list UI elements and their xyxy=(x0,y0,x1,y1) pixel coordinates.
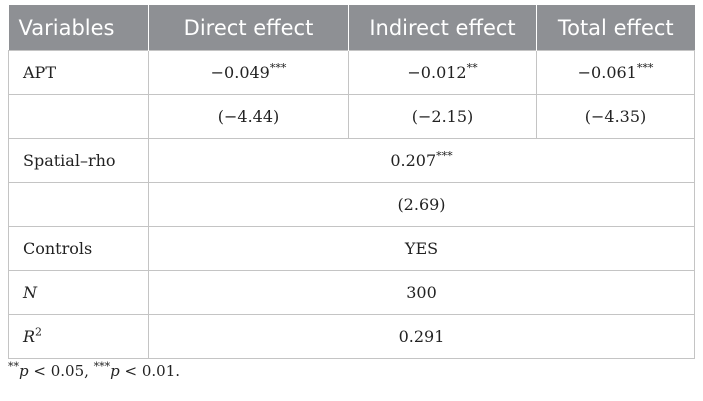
row-label-spatial-rho: Spatial–rho xyxy=(8,138,149,183)
apt-direct-value: −0.049 xyxy=(210,63,270,82)
rho-cell: 0.207*** xyxy=(148,138,695,183)
r2-value: 0.291 xyxy=(148,314,695,359)
row-label-n: N xyxy=(8,270,149,315)
apt-total-value: −0.061 xyxy=(577,63,637,82)
footnote-p-2: p xyxy=(110,362,120,380)
table-row-apt: APT −0.049*** −0.012** −0.061*** xyxy=(8,50,695,95)
r2-label: R xyxy=(23,327,36,346)
apt-indirect-stars: ** xyxy=(466,61,478,75)
table-footnote: **p < 0.05, ***p < 0.01. xyxy=(8,360,181,380)
apt-indirect-cell: −0.012** xyxy=(348,50,537,95)
footnote-p-1: p xyxy=(19,362,29,380)
apt-direct-t: (−4.44) xyxy=(148,94,349,139)
table-row-apt-t: (−4.44) (−2.15) (−4.35) xyxy=(8,94,695,139)
row-label-empty xyxy=(8,182,149,227)
footnote-text-1: < 0.05, xyxy=(28,362,94,380)
n-label: N xyxy=(23,283,37,302)
header-total-effect: Total effect xyxy=(536,5,695,51)
row-label-empty xyxy=(8,94,149,139)
header-indirect-effect: Indirect effect xyxy=(348,5,537,51)
table-row-r2: R2 0.291 xyxy=(8,314,695,359)
row-label-controls: Controls xyxy=(8,226,149,271)
table-row-n: N 300 xyxy=(8,270,695,315)
footnote-text-2: < 0.01. xyxy=(119,362,181,380)
table-row-controls: Controls YES xyxy=(8,226,695,271)
rho-stars: *** xyxy=(436,149,453,163)
apt-direct-stars: *** xyxy=(269,61,287,75)
row-label-apt: APT xyxy=(8,50,149,95)
r2-superscript: 2 xyxy=(35,325,43,339)
apt-indirect-value: −0.012 xyxy=(407,63,467,82)
table-row-rho-t: (2.69) xyxy=(8,182,695,227)
apt-total-stars: *** xyxy=(636,61,654,75)
row-label-r2: R2 xyxy=(8,314,149,359)
footnote-stars-2: *** xyxy=(93,360,111,373)
n-value: 300 xyxy=(148,270,695,315)
apt-indirect-t: (−2.15) xyxy=(348,94,537,139)
header-row: Variables Direct effect Indirect effect … xyxy=(8,5,695,51)
header-direct-effect: Direct effect xyxy=(148,5,349,51)
table-row-rho: Spatial–rho 0.207*** xyxy=(8,138,695,183)
header-variables: Variables xyxy=(8,5,149,51)
footnote-stars-1: ** xyxy=(8,360,19,373)
apt-direct-cell: −0.049*** xyxy=(148,50,349,95)
rho-t: (2.69) xyxy=(148,182,695,227)
results-table: Variables Direct effect Indirect effect … xyxy=(8,5,695,359)
apt-total-cell: −0.061*** xyxy=(536,50,695,95)
apt-total-t: (−4.35) xyxy=(536,94,695,139)
rho-value: 0.207 xyxy=(390,151,437,170)
controls-value: YES xyxy=(148,226,695,271)
